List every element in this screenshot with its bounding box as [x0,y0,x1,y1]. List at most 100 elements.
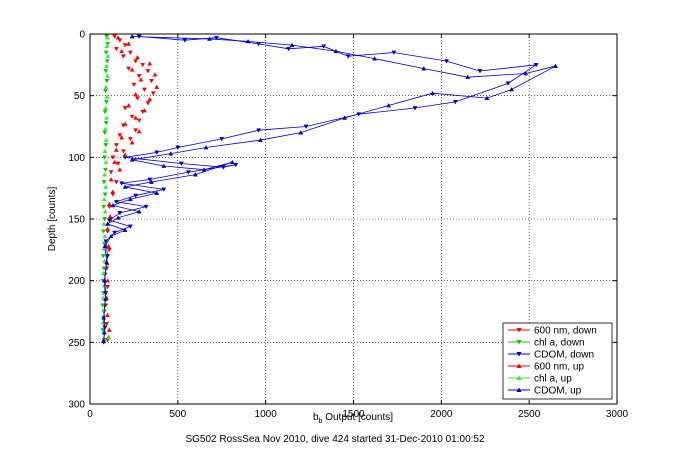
data-point [102,126,108,131]
data-point [103,84,109,89]
data-point [113,180,119,185]
data-point [127,224,133,229]
data-point [103,296,108,302]
data-point [477,69,483,74]
y-tick-label: 0 [79,30,85,41]
data-point [117,133,123,138]
data-point [192,172,198,177]
data-point [133,115,139,120]
legend-marker [516,363,522,368]
x-tick-label: 1500 [342,409,365,420]
grid-lines [90,34,617,404]
y-tick-label: 200 [68,276,85,287]
data-point [386,103,392,108]
data-point [149,179,154,184]
data-point [115,35,121,40]
data-point [412,106,418,111]
data-point [133,91,139,97]
data-point [219,136,225,142]
data-point [100,270,106,276]
data-point [149,79,154,84]
data-point [333,48,339,54]
data-point [182,38,188,43]
data-point [553,63,558,68]
data-point [122,152,128,157]
data-point [135,96,140,101]
data-point [100,338,106,343]
data-point [127,196,133,202]
data-point [245,38,251,44]
data-point [127,136,133,142]
data-point [185,170,191,175]
data-point [342,115,348,120]
data-point [129,140,135,145]
legend-label: CDOM, down [534,350,594,361]
legend-marker [516,340,522,345]
data-point [145,101,151,106]
legend-marker [516,352,522,357]
data-point [102,148,108,154]
data-point [113,147,119,152]
data-point [106,327,112,332]
data-point [102,209,108,214]
legend-label: CDOM, up [534,386,582,397]
data-point [105,221,110,226]
data-point [523,70,529,76]
data-point [129,114,135,120]
data-point [131,82,137,88]
y-tick-label: 250 [68,338,85,349]
data-point [203,144,209,150]
data-point [101,221,107,226]
legend-label: chl a, down [534,338,585,349]
data-point [168,151,174,156]
data-point [430,90,435,96]
data-point [140,62,146,68]
data-point [119,48,125,54]
data-point [103,184,109,189]
data-point [103,239,109,244]
data-point [142,87,147,93]
data-point [105,42,110,47]
x-tick-label: 2000 [430,409,453,420]
data-point [102,172,108,177]
legend-label: 600 nm, up [534,362,584,373]
data-point [372,56,378,61]
legend-label: 600 nm, down [534,326,597,337]
data-point [112,159,118,165]
data-point [113,199,119,205]
data-point [102,192,108,197]
data-point [129,67,135,72]
data-point [105,284,110,290]
data-point [106,247,112,253]
data-point [505,81,511,86]
data-point [101,204,107,210]
data-point [345,54,351,59]
data-point [101,278,107,283]
data-point [102,130,108,136]
data-point [154,190,160,195]
data-point [100,303,106,308]
legend-marker [516,387,522,392]
legend-marker [516,375,522,380]
data-point [303,124,309,130]
x-axis-label: bb Output [counts] [313,412,393,425]
data-point [104,99,109,105]
data-point [122,43,128,48]
x-tick-label: 2500 [518,409,541,420]
series-600-nm-up [104,35,160,340]
legend-box [502,322,613,400]
data-point [484,95,490,100]
data-point [161,163,167,168]
data-point [108,177,114,182]
data-point [509,86,515,92]
data-point [101,315,107,320]
data-point [289,42,295,47]
data-point [136,118,142,123]
x-tick-label: 1000 [255,409,278,420]
data-point [112,230,118,236]
data-point [105,53,111,59]
data-point [142,107,147,113]
data-point [106,243,111,248]
data-point [115,215,121,220]
